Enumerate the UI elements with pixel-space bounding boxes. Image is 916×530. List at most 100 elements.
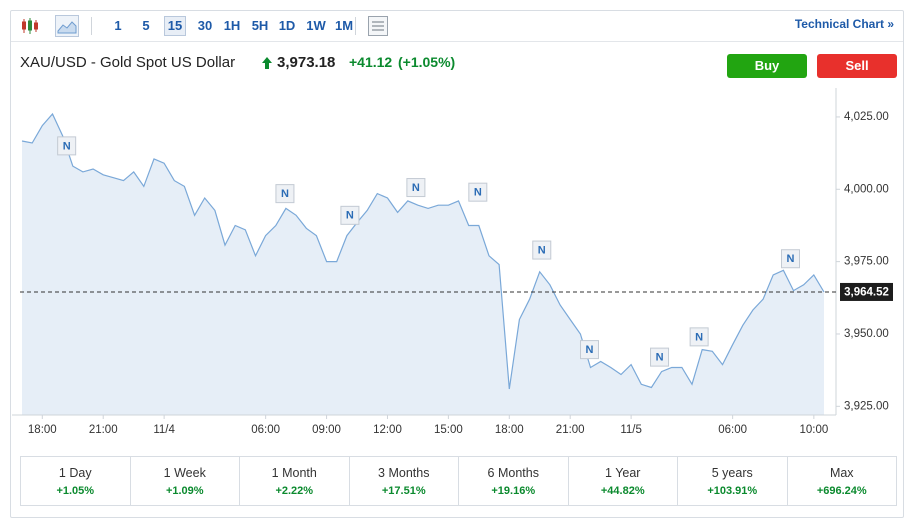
news-marker-label: N [538,244,546,256]
period-change: +44.82% [600,485,645,497]
period-change: +19.16% [491,485,536,497]
period-change: +1.09% [165,485,204,497]
current-price-label: 3,964.52 [844,286,889,298]
y-tick-label: 3,975.00 [844,256,889,268]
period-label: 3 Months [378,466,430,480]
x-tick-label: 06:00 [251,424,280,436]
news-marker-box [780,249,800,269]
news-marker[interactable]: N [650,347,670,367]
instrument-title: XAU/USD - Gold Spot US Dollar [20,54,236,71]
news-marker-box [579,340,599,360]
period-label: 1 Year [605,466,641,480]
performance-cell[interactable]: 1 Year +44.82% [567,457,678,505]
price: 3,973.18 [277,54,336,71]
interval-button[interactable]: 30 [197,18,213,33]
performance-cell[interactable]: 1 Day +1.05% [21,457,130,505]
performance-cell[interactable]: 3 Months +17.51% [348,457,459,505]
period-label: 5 years [711,466,753,480]
widget-frame [10,10,904,518]
x-tick-label: 12:00 [373,424,402,436]
chart: Investing.com4,025.004,000.003,975.003,9… [12,88,893,436]
buy-button[interactable]: Buy [727,54,807,78]
separator [91,17,92,35]
news-marker-label: N [695,331,703,343]
interval-button[interactable]: 1D [278,18,296,33]
news-marker[interactable]: N [57,136,77,156]
news-marker[interactable]: N [780,249,800,269]
news-marker[interactable]: N [340,205,360,225]
y-tick-label: 4,000.00 [844,183,889,195]
sell-button[interactable]: Sell [817,54,897,78]
candle-icon[interactable] [21,17,39,35]
performance-cell[interactable]: 5 years +103.91% [677,457,787,505]
performance-cell[interactable]: Max +696.24% [786,457,897,505]
price-change: +41.12 [349,54,393,70]
news-marker-label: N [63,140,71,152]
performance-table: 1 Day +1.05% 1 Week +1.09% 1 Month +2.22% 3 Mo… [20,456,897,506]
performance-cell[interactable]: 1 Month +2.22% [239,457,349,505]
period-change: +17.51% [381,485,426,497]
separator [355,17,356,35]
news-marker[interactable]: N [579,340,599,360]
x-tick-label: 10:00 [799,424,828,436]
y-tick-label: 3,950.00 [844,328,889,340]
table-icon[interactable] [368,16,388,36]
news-marker-label: N [346,210,354,222]
news-marker[interactable]: N [275,184,295,204]
news-marker-label: N [787,253,795,265]
period-label: 1 Month [271,466,317,480]
news-marker-box [340,205,360,225]
news-marker-box [57,136,77,156]
toolbar: 1 5 15 30 1H 5H 1D 1W 1M [11,11,903,42]
news-marker-label: N [474,187,482,199]
news-marker-box [406,178,426,198]
line [21,112,825,390]
x-tick-label: 18:00 [495,424,524,436]
x-tick-label: 11/5 [620,424,642,436]
news-marker-label: N [586,344,594,356]
news-marker-box [275,184,295,204]
y-tick-label: 3,925.00 [844,400,889,412]
area [22,114,824,415]
news-marker-label: N [281,188,289,200]
interval-button[interactable]: 1M [334,18,354,33]
interval-button[interactable]: 1H [223,18,241,33]
y-tick-label: 4,025.00 [844,111,889,123]
news-marker[interactable]: N [532,240,552,260]
x-tick-label: 11/4 [153,424,175,436]
news-marker[interactable]: N [406,178,426,198]
x-tick-label: 09:00 [312,424,341,436]
news-marker-box [532,240,552,260]
period-label: Max [829,466,854,480]
interval-button[interactable]: 15 [164,16,186,36]
technical-chart-link[interactable]: Technical Chart » [794,17,894,31]
period-change: +2.22% [275,485,314,497]
x-tick-label: 18:00 [28,424,57,436]
interval-button[interactable]: 5H [251,18,269,33]
news-marker[interactable]: N [689,327,709,347]
period-label: 1 Day [58,466,92,480]
period-change: +1.05% [56,485,95,497]
period-change: +103.91% [707,485,758,497]
news-marker[interactable]: N [468,182,488,202]
news-marker-box [468,182,488,202]
performance-cell[interactable]: 1 Week +1.09% [129,457,240,505]
performance-cell[interactable]: 6 Months +19.16% [458,457,568,505]
news-marker-box [689,327,709,347]
x-tick-label: 21:00 [556,424,585,436]
area-icon[interactable] [55,15,79,37]
interval-button[interactable]: 5 [142,18,150,33]
x-tick-label: 21:00 [89,424,118,436]
interval-button[interactable]: 1 [114,18,122,33]
news-marker-label: N [412,182,420,194]
news-marker-box [650,347,670,367]
interval-button[interactable]: 1W [306,18,326,33]
up-arrow [262,57,272,69]
x-tick-label: 06:00 [718,424,747,436]
period-label: 6 Months [487,466,539,480]
period-label: 1 Week [163,466,206,480]
news-marker-label: N [656,352,664,364]
x-tick-label: 15:00 [434,424,463,436]
price-change-pct: (+1.05%) [398,54,456,70]
